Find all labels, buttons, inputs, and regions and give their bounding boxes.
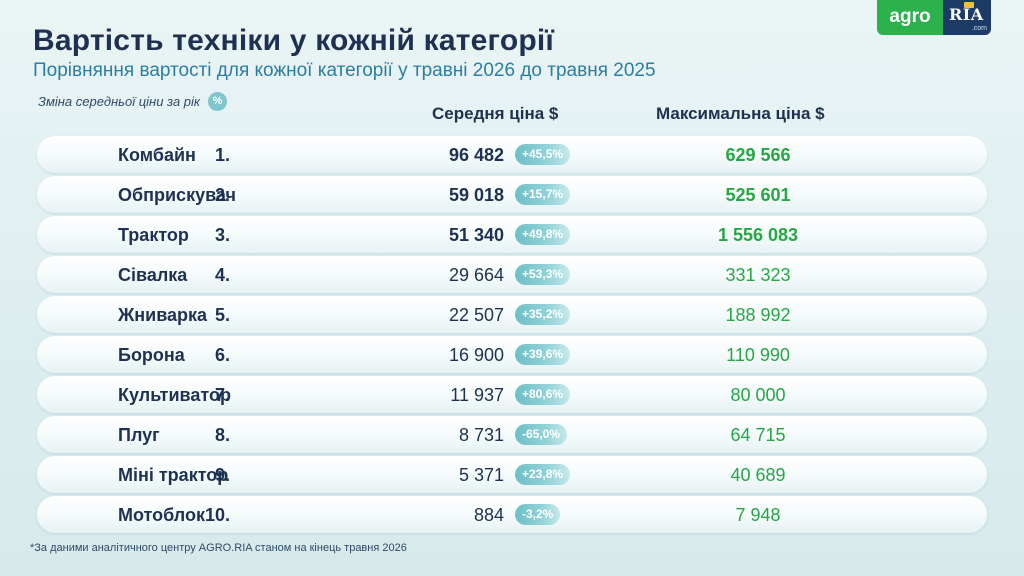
row-category-name: Жниварка bbox=[118, 305, 208, 325]
page-subtitle: Порівняння вартості для кожної категорії… bbox=[33, 60, 656, 81]
table-row: 7. Культиватор 11 937 +80,6% 80 000 bbox=[37, 376, 987, 413]
row-change-badge: +23,8% bbox=[515, 464, 571, 485]
row-category-name: Мотоблок bbox=[118, 505, 205, 525]
row-avg-price: 59 018 bbox=[448, 185, 504, 205]
row-rank: 3. bbox=[214, 225, 230, 245]
agro-ria-logo: agro RIA .com bbox=[877, 0, 991, 35]
row-category-name: Культиватор bbox=[118, 385, 231, 405]
row-change-badge: +49,8% bbox=[515, 224, 571, 245]
row-max-price: 110 990 bbox=[726, 345, 790, 365]
row-avg-price: 29 664 bbox=[448, 265, 504, 285]
row-change-badge: +15,7% bbox=[515, 184, 571, 205]
column-header-max-price: Максимальна ціна $ bbox=[656, 104, 825, 123]
row-avg-price: 96 482 bbox=[448, 145, 504, 165]
page-title: Вартість техніки у кожній категорії bbox=[33, 24, 555, 57]
table-row: 2. Обприскувач 59 018 +15,7% 525 601 bbox=[37, 176, 987, 213]
row-rank: 4. bbox=[214, 265, 230, 285]
change-note: Зміна середньої ціни за рік % bbox=[38, 92, 228, 111]
logo-ria-domain: .com bbox=[971, 25, 987, 32]
table-row: 6. Борона 16 900 +39,6% 110 990 bbox=[37, 336, 987, 373]
row-category-name: Міні трактор bbox=[118, 465, 229, 485]
row-rank: 10. bbox=[204, 505, 230, 525]
row-avg-price: 8 731 bbox=[458, 425, 504, 445]
row-category-name: Плуг bbox=[118, 425, 160, 445]
row-max-price: 525 601 bbox=[725, 185, 791, 205]
row-change-badge: -3,2% bbox=[515, 504, 561, 525]
row-avg-price: 884 bbox=[473, 505, 504, 525]
table-row: 3. Трактор 51 340 +49,8% 1 556 083 bbox=[37, 216, 987, 253]
row-change-badge: +53,3% bbox=[515, 264, 571, 285]
row-max-price: 64 715 bbox=[730, 425, 786, 445]
flag-icon bbox=[964, 2, 974, 8]
table-row: 4. Сівалка 29 664 +53,3% 331 323 bbox=[37, 256, 987, 293]
row-rank: 6. bbox=[214, 345, 230, 365]
table-row: 1. Комбайн 96 482 +45,5% 629 566 bbox=[37, 136, 987, 173]
table-row: 5. Жниварка 22 507 +35,2% 188 992 bbox=[37, 296, 987, 333]
row-max-price: 80 000 bbox=[730, 385, 786, 405]
row-avg-price: 16 900 bbox=[448, 345, 504, 365]
logo-ria-text: RIA bbox=[949, 5, 984, 24]
row-max-price: 188 992 bbox=[725, 305, 791, 325]
row-avg-price: 51 340 bbox=[448, 225, 504, 245]
row-change-badge: +45,5% bbox=[515, 144, 571, 165]
row-change-badge: +39,6% bbox=[515, 344, 571, 365]
row-rank: 9. bbox=[214, 465, 230, 485]
change-note-label: Зміна середньої ціни за рік bbox=[38, 94, 201, 109]
row-max-price: 629 566 bbox=[725, 145, 791, 165]
row-rank: 5. bbox=[214, 305, 230, 325]
table-row: 9. Міні трактор 5 371 +23,8% 40 689 bbox=[37, 456, 987, 493]
logo-ria: RIA .com bbox=[943, 0, 991, 35]
row-category-name: Борона bbox=[118, 345, 185, 365]
percent-icon: % bbox=[208, 92, 228, 111]
row-avg-price: 22 507 bbox=[448, 305, 504, 325]
row-avg-price: 5 371 bbox=[458, 465, 504, 485]
row-change-badge: +80,6% bbox=[515, 384, 571, 405]
logo-agro: agro bbox=[877, 0, 943, 35]
column-header-avg-price: Середня ціна $ bbox=[432, 104, 559, 123]
row-max-price: 1 556 083 bbox=[717, 225, 799, 245]
row-category-name: Трактор bbox=[118, 225, 189, 245]
row-rank: 8. bbox=[214, 425, 230, 445]
row-max-price: 7 948 bbox=[735, 505, 781, 525]
row-rank: 1. bbox=[214, 145, 230, 165]
footnote: *За даними аналітичного центру AGRO.RIA … bbox=[30, 542, 407, 554]
row-rank: 2. bbox=[214, 185, 230, 205]
row-rank: 7. bbox=[214, 385, 230, 405]
table-row: 10. Мотоблок 884 -3,2% 7 948 bbox=[37, 496, 987, 533]
table-row: 8. Плуг 8 731 -65,0% 64 715 bbox=[37, 416, 987, 453]
row-category-name: Обприскувач bbox=[118, 185, 236, 205]
row-category-name: Сівалка bbox=[118, 265, 188, 285]
row-max-price: 331 323 bbox=[725, 265, 791, 285]
row-max-price: 40 689 bbox=[730, 465, 786, 485]
row-change-badge: -65,0% bbox=[515, 424, 568, 445]
row-change-badge: +35,2% bbox=[515, 304, 571, 325]
row-category-name: Комбайн bbox=[118, 145, 196, 165]
row-avg-price: 11 937 bbox=[450, 385, 504, 405]
